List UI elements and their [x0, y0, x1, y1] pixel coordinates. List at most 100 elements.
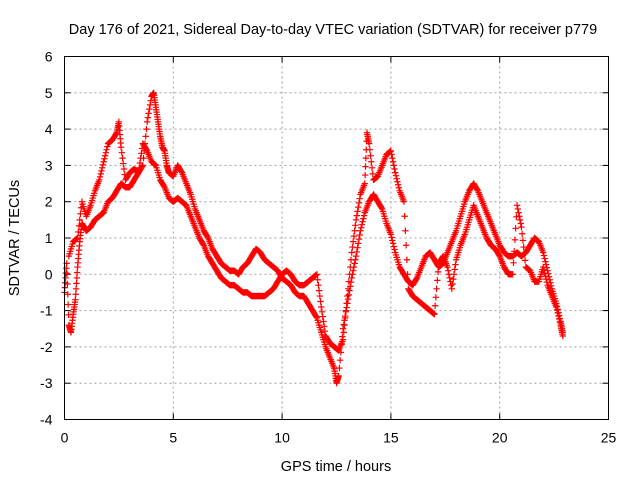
data-point [513, 202, 521, 209]
data-point-fill [369, 170, 376, 178]
data-point-fill [285, 269, 292, 276]
y-tick-label: -1 [40, 303, 53, 319]
data-point-fill [146, 105, 153, 113]
data-point-fill [524, 265, 532, 273]
data-point-fill [500, 262, 507, 269]
data-point-fill [320, 318, 327, 325]
data-point-fill [552, 301, 559, 309]
data-point-fill [340, 321, 347, 328]
data-point-fill [556, 318, 564, 326]
data-point-fill [285, 280, 292, 287]
data-point-fill [365, 138, 372, 146]
y-tick-label: 5 [45, 85, 53, 101]
data-point-fill [233, 269, 240, 276]
data-point-fill [395, 184, 403, 191]
data-point-fill [342, 307, 350, 314]
data-point-fill [511, 236, 519, 244]
data-point-fill [73, 235, 81, 242]
data-point-fill [129, 179, 136, 186]
data-point-fill [330, 363, 337, 371]
data-point-fill [382, 217, 390, 225]
data-point-fill [311, 272, 318, 280]
data-point-fill [72, 285, 80, 293]
data-point-fill [460, 232, 468, 240]
data-point-fill [344, 285, 352, 293]
data-point [339, 325, 347, 332]
data-point-fill [360, 212, 368, 219]
data-point-fill [120, 165, 128, 173]
data-point-fill [73, 269, 81, 276]
data-point-fill [71, 298, 79, 306]
data-point-fill [495, 251, 503, 259]
data-point-fill [343, 300, 350, 307]
data-point-fill [553, 306, 561, 314]
data-point-fill [542, 272, 549, 280]
series-trace-a [61, 89, 567, 387]
data-point-fill [315, 287, 323, 294]
data-point-fill [186, 211, 194, 218]
data-point [352, 216, 360, 224]
data-point-fill [446, 274, 453, 282]
data-point-fill [321, 327, 329, 335]
data-point-fill [318, 308, 326, 316]
data-point-fill [388, 151, 395, 158]
data-point-fill [344, 295, 352, 303]
data-point-fill [341, 321, 348, 329]
data-point-fill [342, 314, 349, 322]
y-tick-label: 2 [45, 194, 53, 210]
data-point-fill [368, 164, 376, 172]
data-point-fill [543, 278, 551, 286]
data-point-fill [362, 163, 369, 170]
data-point-fill [555, 315, 563, 323]
data-point-fill [195, 214, 202, 222]
data-point-fill [177, 167, 184, 174]
data-point-fill [431, 302, 439, 309]
data-point-fill [356, 231, 363, 239]
data-point-fill [64, 301, 72, 308]
data-point-fill [69, 314, 77, 321]
data-point-fill [72, 236, 79, 244]
data-point-fill [432, 294, 440, 301]
data-point-fill [465, 219, 472, 226]
data-point-fill [134, 168, 141, 176]
data-point-fill [542, 275, 550, 283]
data-point-fill [443, 262, 450, 269]
data-point-fill [520, 243, 527, 251]
data-point-fill [540, 252, 548, 259]
data-point-fill [73, 280, 80, 287]
data-point-fill [320, 323, 328, 330]
data-point-fill [203, 232, 210, 239]
data-point-fill [178, 168, 185, 175]
data-point-fill [482, 232, 490, 240]
data-point-fill [352, 222, 359, 229]
data-point-fill [389, 154, 396, 162]
data-point-fill [241, 262, 249, 269]
data-point-fill [351, 227, 358, 234]
data-point [100, 158, 107, 165]
data-point [143, 118, 151, 126]
data-point-fill [449, 280, 456, 288]
data-point-fill [212, 265, 219, 272]
data-point-fill [336, 364, 343, 372]
data-point-fill [152, 101, 159, 109]
data-point-fill [86, 203, 94, 211]
data-point-fill [354, 244, 361, 251]
data-point-fill [359, 218, 366, 225]
data-point-fill [361, 171, 369, 179]
data-point-fill [402, 227, 409, 234]
data-point-fill [495, 250, 502, 257]
data-point-fill [513, 213, 520, 221]
data-point-fill [358, 221, 366, 228]
x-tick-label: 0 [61, 430, 69, 446]
data-point-fill [268, 287, 275, 294]
data-point-fill [460, 200, 468, 208]
data-point [518, 223, 525, 231]
data-point-fill [540, 266, 548, 274]
data-point-fill [73, 274, 81, 282]
data-point-fill [312, 271, 320, 279]
data-point [344, 292, 351, 300]
data-point [318, 303, 325, 311]
data-point-fill [163, 159, 170, 167]
data-point-fill [349, 243, 356, 251]
y-axis-label: SDTVAR / TECUs [7, 180, 23, 296]
